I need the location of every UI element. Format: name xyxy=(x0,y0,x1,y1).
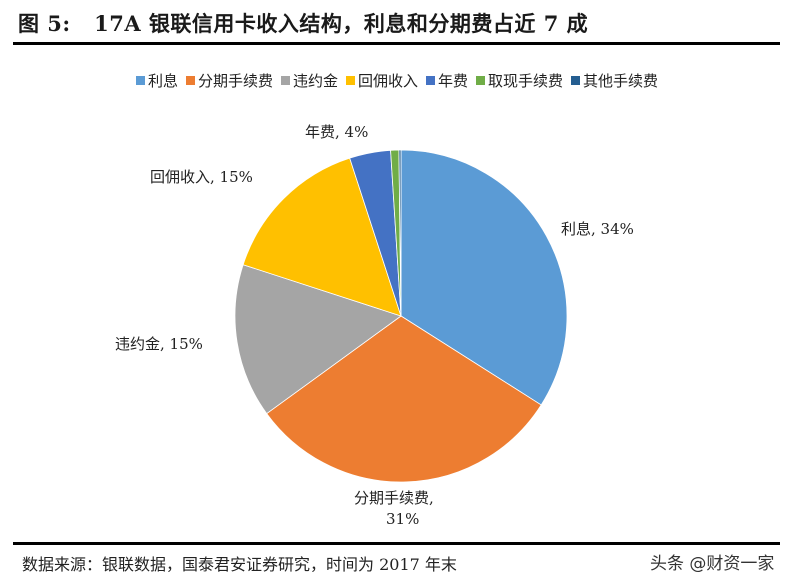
data-label-installment-line2: 31% xyxy=(386,510,420,528)
figure-title: 图 5: 17A 银联信用卡收入结构，利息和分期费占近 7 成 xyxy=(18,11,589,36)
watermark: 头条 @财资一家 xyxy=(650,554,775,574)
legend-swatch-icon xyxy=(426,76,435,85)
legend-item-cash-advance: 取现手续费 xyxy=(476,70,563,91)
legend-item-penalty: 违约金 xyxy=(280,70,338,91)
source-note: 数据来源：银联数据，国泰君安证券研究，时间为 2017 年末 xyxy=(22,555,457,574)
legend-label: 违约金 xyxy=(292,72,338,90)
pie-slice xyxy=(242,157,402,317)
legend-swatch-icon xyxy=(345,76,355,85)
legend-swatch-icon xyxy=(185,76,195,85)
legend-swatch-icon xyxy=(280,76,290,85)
legend-label: 利息 xyxy=(147,72,178,90)
legend-item-interest: 利息 xyxy=(135,70,178,91)
legend-item-annual-fee: 年费 xyxy=(426,70,468,91)
data-label-interest: 利息, 34% xyxy=(561,220,634,238)
title-divider xyxy=(13,42,780,45)
data-label-annual-fee: 年费, 4% xyxy=(305,123,369,141)
legend-swatch-icon xyxy=(571,76,581,85)
pie-slice xyxy=(234,264,402,415)
legend-swatch-icon xyxy=(476,76,486,85)
legend-swatch-icon xyxy=(135,76,145,85)
legend-label: 其他手续费 xyxy=(583,72,659,90)
legend-label: 年费 xyxy=(438,72,469,90)
legend-label: 分期手续费 xyxy=(197,72,273,90)
pie-slice xyxy=(398,149,402,317)
data-label-installment-line1: 分期手续费, xyxy=(354,489,434,507)
legend-label: 回佣收入 xyxy=(357,72,418,90)
legend-item-other: 其他手续费 xyxy=(571,70,658,91)
data-label-penalty: 违约金, 15% xyxy=(115,335,203,353)
legend-label: 取现手续费 xyxy=(488,72,564,90)
pie-slices xyxy=(234,149,568,483)
chart-legend: 利息 分期手续费 违约金 回佣收入 年费 取现手续费 其他手续费 xyxy=(0,70,794,91)
data-label-rebate: 回佣收入, 15% xyxy=(150,168,253,186)
footer-divider xyxy=(13,542,780,545)
pie-slice xyxy=(266,315,542,483)
legend-item-rebate: 回佣收入 xyxy=(345,70,418,91)
legend-item-installment: 分期手续费 xyxy=(185,70,273,91)
pie-slice xyxy=(400,149,568,406)
